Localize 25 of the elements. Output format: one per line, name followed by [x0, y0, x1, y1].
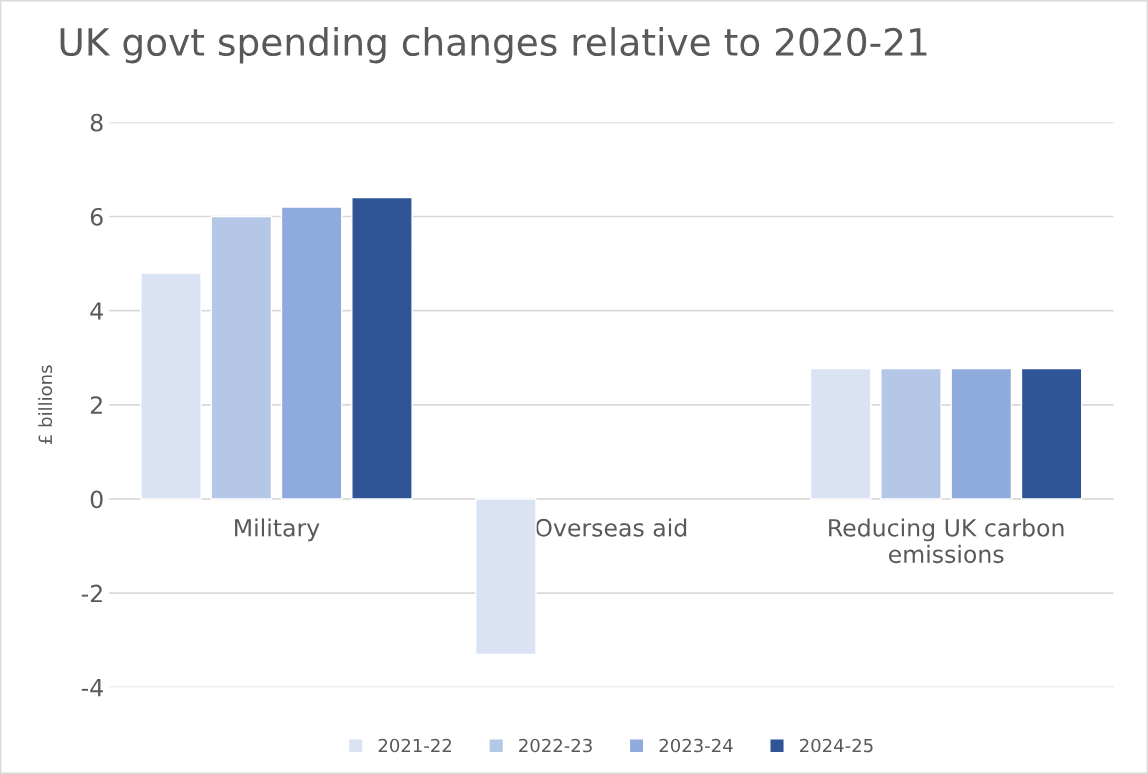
x-tick-label: Military	[235, 518, 320, 542]
chart-title: UK govt spending changes relative to 2020-21	[60, 27, 927, 64]
y-tick-label: 0	[90, 490, 103, 509]
y-tick-label: 4	[90, 302, 103, 320]
bar	[809, 367, 872, 500]
legend-label: 2021-22	[378, 738, 451, 753]
bar	[1020, 367, 1083, 500]
y-tick-label: 2	[90, 396, 102, 414]
legend-label: 2022-23	[519, 738, 592, 753]
y-tick-label: -4	[81, 679, 103, 697]
y-tick-label: 6	[90, 207, 103, 226]
legend-label: 2023-24	[659, 738, 733, 753]
bar	[475, 498, 537, 656]
bar	[280, 206, 343, 500]
bar	[950, 367, 1013, 500]
bar	[880, 367, 942, 500]
bar	[140, 272, 202, 500]
x-tick-label: Overseas aid	[535, 518, 687, 537]
legend-label: 2024-25	[800, 738, 873, 753]
y-axis-title: £ billions	[38, 365, 53, 444]
bar	[210, 215, 273, 500]
y-tick-label: 8	[90, 113, 103, 132]
x-tick-label: Reducing UK carbon emissions	[829, 518, 1064, 564]
y-tick-label: -2	[81, 584, 102, 603]
bar	[351, 196, 413, 500]
